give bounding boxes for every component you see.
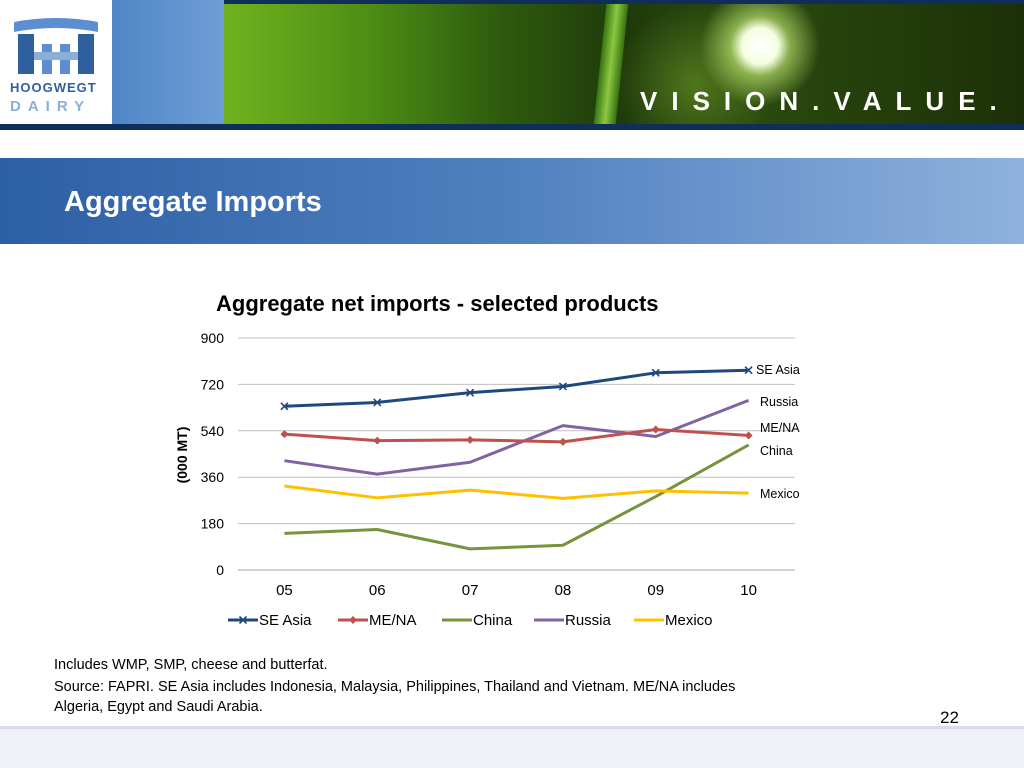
data-point-x-marker <box>651 368 660 377</box>
legend-label: Mexico <box>665 612 713 629</box>
page-number: 22 <box>940 708 959 727</box>
header-tagline: VISION.VALUE. <box>640 86 1011 116</box>
slide-title: Aggregate Imports <box>64 186 322 218</box>
data-point-x-marker <box>373 398 382 407</box>
chart-title: Aggregate net imports - selected product… <box>216 291 659 316</box>
data-point-diamond-marker <box>558 437 567 446</box>
data-point-diamond-marker <box>466 435 475 444</box>
line-chart: 0 180 360 540 720 900 05 06 07 08 09 10 (000 MT) S… <box>174 330 800 629</box>
data-point-diamond-marker <box>280 430 289 439</box>
series-end-labels: SE Asia Russia ME/NA China Mexico <box>756 363 800 501</box>
data-point-diamond-marker <box>373 436 382 445</box>
logo-text-bottom: DAIRY <box>10 98 92 115</box>
header-photo <box>224 4 1024 124</box>
series-end-label: China <box>760 444 793 458</box>
series-line-me-na <box>284 428 749 444</box>
chart-legend: SE Asia ME/NA China Russia Mexico <box>228 612 713 629</box>
series-line-china <box>284 443 750 551</box>
y-axis-tick-labels: 0 180 360 540 720 900 <box>201 330 225 578</box>
title-bar <box>0 158 1024 244</box>
footnote-source: Source: FAPRI. SE Asia includes Indonesi… <box>54 679 736 695</box>
series-end-label: ME/NA <box>760 421 800 435</box>
legend-label: Russia <box>565 612 612 629</box>
series-end-label: Russia <box>760 395 798 409</box>
series-line-se-asia <box>284 368 749 408</box>
series-end-label: Mexico <box>760 487 800 501</box>
legend-item: ME/NA <box>338 612 417 629</box>
y-tick-label: 360 <box>201 469 225 485</box>
y-axis-label: (000 MT) <box>174 427 190 484</box>
legend-item: China <box>442 612 513 629</box>
x-tick-label: 05 <box>276 582 293 599</box>
footer-band <box>0 729 1024 768</box>
y-tick-label: 180 <box>201 516 225 532</box>
logo-mark-icon <box>14 18 98 74</box>
x-tick-label: 09 <box>647 582 664 599</box>
logo-text-top: HOOGWEGT <box>10 80 97 95</box>
x-axis-tick-labels: 05 06 07 08 09 10 <box>276 582 757 599</box>
data-point-x-marker <box>280 402 289 411</box>
y-tick-label: 720 <box>201 376 225 392</box>
legend-label: SE Asia <box>259 612 312 629</box>
footnote-source-cont: Algeria, Egypt and Saudi Arabia. <box>54 699 263 715</box>
x-tick-label: 07 <box>462 582 479 599</box>
x-tick-label: 06 <box>369 582 386 599</box>
data-point-x-marker <box>466 388 475 397</box>
y-tick-label: 0 <box>216 562 224 578</box>
header-banner: HOOGWEGT DAIRY VISION.VALUE. <box>0 0 1024 130</box>
data-point-diamond-marker <box>744 431 753 440</box>
series-line-mexico <box>284 484 749 500</box>
x-tick-label: 08 <box>555 582 572 599</box>
chart-grid <box>238 337 795 571</box>
legend-item: Mexico <box>634 612 713 629</box>
series-line-russia <box>284 398 750 476</box>
legend-label: ME/NA <box>369 612 417 629</box>
legend-item: SE Asia <box>228 612 312 629</box>
data-point-x-marker <box>558 382 567 391</box>
legend-label: China <box>473 612 513 629</box>
footer-divider <box>0 726 1024 729</box>
chart-series <box>280 366 753 551</box>
x-tick-label: 10 <box>740 582 757 599</box>
data-point-x-marker <box>744 366 753 375</box>
footnote-products: Includes WMP, SMP, cheese and butterfat. <box>54 657 328 673</box>
y-tick-label: 540 <box>201 423 225 439</box>
data-point-diamond-marker <box>651 425 660 434</box>
legend-item: Russia <box>534 612 612 629</box>
header-blue-strip <box>112 0 224 124</box>
series-end-label: SE Asia <box>756 363 800 377</box>
company-logo: HOOGWEGT DAIRY <box>0 0 112 124</box>
y-tick-label: 900 <box>201 330 225 346</box>
